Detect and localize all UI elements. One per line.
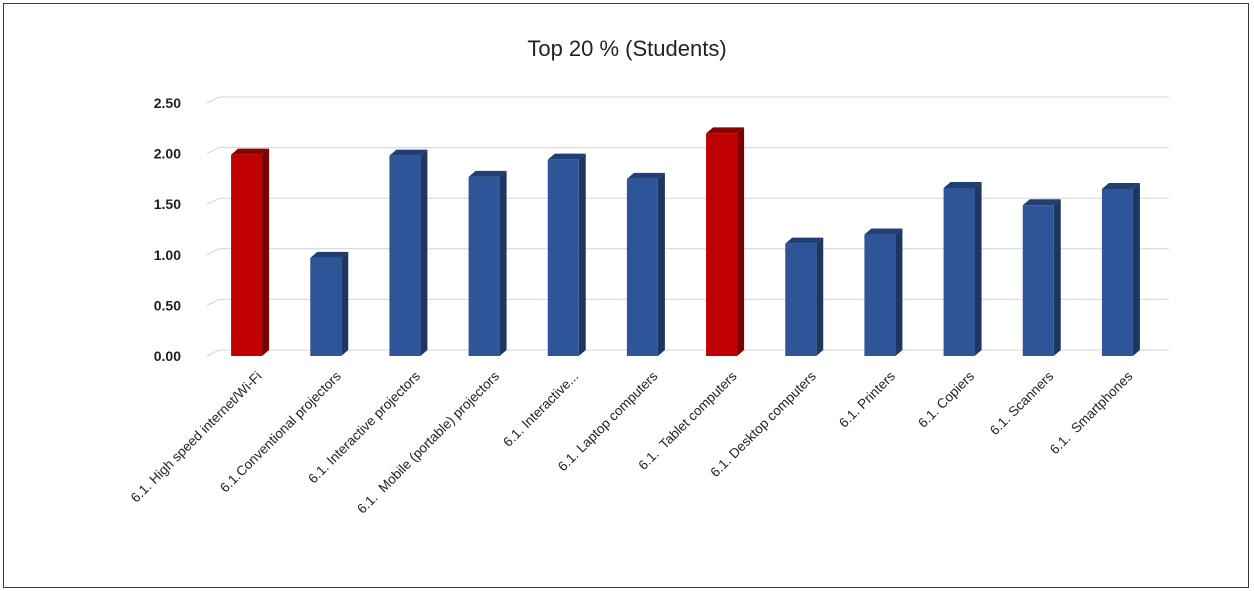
bar-top <box>706 127 745 134</box>
y-axis-ticks: 0.00 0.50 1.00 1.50 2.00 2.50 <box>154 95 181 364</box>
chart-title: Top 20 % (Students) <box>527 36 726 61</box>
bar <box>547 153 586 356</box>
y-tick-label: 2.00 <box>154 146 181 162</box>
bar <box>310 251 349 356</box>
bar-front <box>231 154 263 356</box>
bar-side <box>578 153 586 356</box>
bar-top <box>864 228 903 235</box>
bar-side <box>657 172 665 356</box>
bar-front <box>706 133 738 356</box>
bar-side <box>499 170 507 356</box>
bar-top <box>1101 183 1140 190</box>
gridline <box>206 298 1169 306</box>
bar-top <box>626 172 665 179</box>
bar-side <box>816 237 824 356</box>
bar <box>231 148 270 356</box>
gridline <box>206 96 1169 104</box>
gridline <box>206 248 1169 256</box>
x-tick-label: 6.1. Printers <box>836 368 898 430</box>
bar <box>468 170 507 356</box>
bar-front <box>1101 189 1133 356</box>
bar-side <box>1132 183 1140 356</box>
bar-side <box>895 228 903 356</box>
bar <box>389 149 428 356</box>
x-tick-label: 6.1. Smartphones <box>1047 368 1136 457</box>
chart-frame: Top 20 % (Students) 0.00 0.50 1.00 1.50 2.00… <box>3 3 1249 588</box>
bar <box>864 228 903 356</box>
y-tick-label: 1.00 <box>154 247 181 263</box>
gridline <box>206 147 1169 155</box>
gridline <box>206 197 1169 205</box>
bar-front <box>547 159 579 356</box>
bar-top <box>785 237 824 244</box>
x-tick-label: 6.1. Copiers <box>915 368 977 430</box>
bar-top <box>468 170 507 177</box>
bar-side <box>420 149 428 356</box>
bar <box>1101 183 1140 356</box>
bar-front <box>1022 205 1054 356</box>
bar-top <box>389 149 428 156</box>
bar-front <box>389 155 421 356</box>
bar-front <box>785 243 817 356</box>
x-tick-label: 6.1. Scanners <box>987 368 1057 438</box>
bars <box>231 127 1140 356</box>
bar <box>706 127 745 356</box>
bar-top <box>1022 199 1061 206</box>
bar-top <box>310 251 349 258</box>
y-tick-label: 0.50 <box>154 297 181 313</box>
bar-side <box>262 148 270 356</box>
bar-top <box>547 153 586 160</box>
gridline <box>206 349 1169 357</box>
bar <box>1022 199 1061 356</box>
bar <box>785 237 824 356</box>
bar-top <box>943 182 982 189</box>
bar-side <box>737 127 745 356</box>
bar-front <box>864 234 896 356</box>
y-tick-label: 1.50 <box>154 196 181 212</box>
bar-front <box>468 176 500 356</box>
bar-front <box>310 257 342 356</box>
y-tick-label: 2.50 <box>154 95 181 111</box>
gridlines <box>206 96 1169 357</box>
bar-side <box>974 182 982 356</box>
x-tick-label: 6.1. Interactive... <box>500 369 581 450</box>
bar-front <box>626 178 658 356</box>
bar-side <box>1053 199 1061 356</box>
x-tick-label: 6.1. High speed internet/Wi-Fi <box>128 369 265 506</box>
bar <box>626 172 665 356</box>
bar-front <box>943 188 975 356</box>
y-tick-label: 0.00 <box>154 348 181 364</box>
bar <box>943 182 982 356</box>
bar-top <box>231 148 270 155</box>
bar-chart: Top 20 % (Students) 0.00 0.50 1.00 1.50 2.00… <box>128 36 1169 517</box>
bar-side <box>341 251 349 356</box>
x-tick-label: 6.1. Mobile (portable) projectors <box>354 368 502 516</box>
x-axis-labels: 6.1. High speed internet/Wi-Fi6.1.Conven… <box>128 368 1136 516</box>
